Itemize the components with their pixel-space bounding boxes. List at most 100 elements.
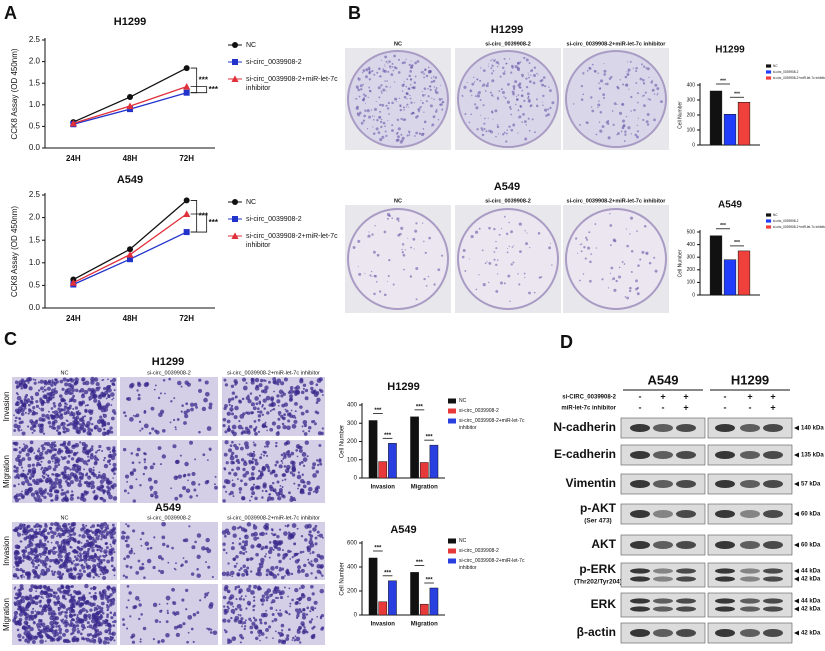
cell (296, 610, 301, 615)
cell (283, 377, 288, 382)
colony (355, 85, 359, 89)
cell (131, 635, 134, 638)
cell (72, 420, 75, 423)
cell (269, 546, 274, 551)
colony (526, 92, 530, 96)
molecular-weight: 44 kDa (801, 599, 821, 605)
cell (105, 569, 109, 573)
cell (255, 402, 259, 406)
cell (82, 526, 86, 530)
point (183, 83, 191, 90)
colony (646, 252, 648, 255)
cell (18, 382, 23, 388)
colony (536, 72, 538, 75)
cell (252, 488, 254, 491)
cell (93, 546, 95, 549)
point (183, 210, 191, 217)
cell (35, 558, 40, 564)
cell (196, 533, 202, 538)
cell (315, 459, 319, 462)
cell (103, 479, 106, 482)
cell (288, 531, 291, 534)
cell (251, 621, 256, 626)
cell (174, 459, 180, 465)
cell (160, 557, 164, 561)
colony (362, 83, 365, 86)
cell (223, 608, 227, 612)
cell (102, 489, 106, 494)
cell (80, 623, 86, 629)
y-tick-label: 2.5 (29, 190, 41, 199)
cell (113, 619, 117, 624)
cell (239, 608, 243, 612)
cell (254, 431, 258, 436)
colony (493, 59, 496, 62)
cell (296, 629, 301, 634)
cell (267, 469, 271, 473)
cell (276, 480, 280, 484)
treatment-sign: - (724, 391, 727, 401)
cell (287, 453, 292, 458)
cell (162, 542, 166, 547)
cell (281, 473, 286, 477)
blot-strip (620, 503, 706, 525)
cell (290, 409, 293, 412)
colony (589, 260, 592, 264)
colony (616, 134, 618, 136)
cell (289, 414, 294, 419)
cell (248, 584, 252, 588)
cell (272, 377, 277, 382)
cell (104, 595, 109, 600)
cell (60, 449, 64, 453)
cell (253, 531, 258, 537)
cell (76, 629, 81, 634)
colony (384, 80, 386, 82)
cell (280, 629, 284, 632)
colony (409, 94, 411, 97)
cell (250, 620, 253, 622)
cell (13, 469, 17, 473)
cell (129, 485, 134, 490)
protein-band (715, 629, 735, 637)
cell (123, 489, 127, 493)
cell (67, 475, 72, 480)
cell (310, 584, 314, 589)
cell (18, 594, 21, 598)
cell (302, 457, 308, 462)
protein-band (715, 576, 735, 582)
cell (240, 595, 243, 598)
cell (139, 638, 142, 641)
cell (311, 592, 315, 596)
cell (245, 607, 248, 610)
cell (104, 618, 109, 624)
cell (64, 480, 68, 483)
cell (39, 539, 42, 543)
cell (66, 442, 71, 446)
cell (17, 633, 22, 638)
cell (143, 461, 146, 464)
colony (434, 110, 438, 113)
x-tick-label: 48H (123, 314, 138, 323)
cell (273, 533, 277, 536)
cell (20, 412, 25, 416)
cell (126, 554, 130, 559)
y-tick-label: 200 (687, 267, 696, 273)
colony (404, 249, 406, 251)
protein-band (630, 424, 650, 432)
colony (371, 69, 374, 73)
annotation: *** (374, 408, 382, 414)
cell (311, 550, 315, 554)
cell (90, 480, 95, 486)
cell (22, 523, 26, 527)
cell (72, 415, 75, 418)
cell (23, 576, 25, 578)
colony (403, 268, 405, 271)
cell (64, 382, 69, 387)
legend-label: si-circ_0039908-2 (459, 548, 499, 554)
cell (42, 597, 44, 599)
cell (124, 414, 127, 418)
cell (111, 586, 117, 591)
cell (66, 406, 71, 411)
cell (229, 407, 234, 412)
cell (109, 602, 112, 604)
